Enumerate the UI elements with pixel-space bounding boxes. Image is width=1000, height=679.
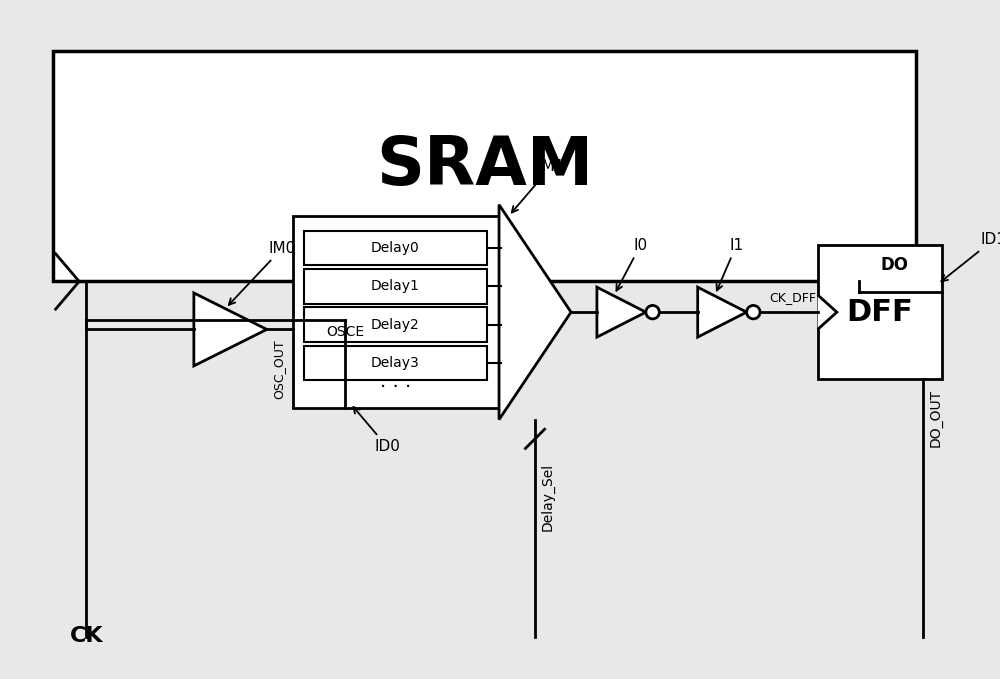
Bar [304,231,487,265]
Text: ID0: ID0 [353,407,400,454]
Text: OSCE: OSCE [326,325,365,339]
Text: Delay_Sel: Delay_Sel [541,463,555,531]
Text: Delay3: Delay3 [371,356,420,370]
Text: DO_OUT: DO_OUT [929,389,943,447]
Text: Delay0: Delay0 [371,241,420,255]
Text: SRAM: SRAM [376,133,593,199]
Text: Delay2: Delay2 [371,318,420,331]
Text: OSC_OUT: OSC_OUT [273,339,286,399]
Text: IM0: IM0 [229,240,296,305]
Text: ID1: ID1 [941,232,1000,281]
Circle shape [747,306,760,319]
Text: CK: CK [70,626,103,646]
Polygon shape [818,295,837,329]
Bar [293,216,499,408]
Text: DO: DO [881,256,909,274]
Bar [304,346,487,380]
Polygon shape [194,293,267,366]
Text: IM1: IM1 [512,159,565,213]
Polygon shape [499,204,571,420]
Text: I1: I1 [716,238,743,291]
Text: DFF: DFF [847,297,913,327]
Polygon shape [698,287,747,337]
Text: · · ·: · · · [380,378,411,397]
Text: Delay1: Delay1 [371,279,420,293]
Text: I0: I0 [616,238,648,291]
Bar [304,308,487,342]
Bar [818,245,942,380]
Polygon shape [597,287,646,337]
Bar [53,51,916,281]
Circle shape [646,306,659,319]
Bar [304,269,487,304]
Text: CK_DFF: CK_DFF [770,291,817,304]
